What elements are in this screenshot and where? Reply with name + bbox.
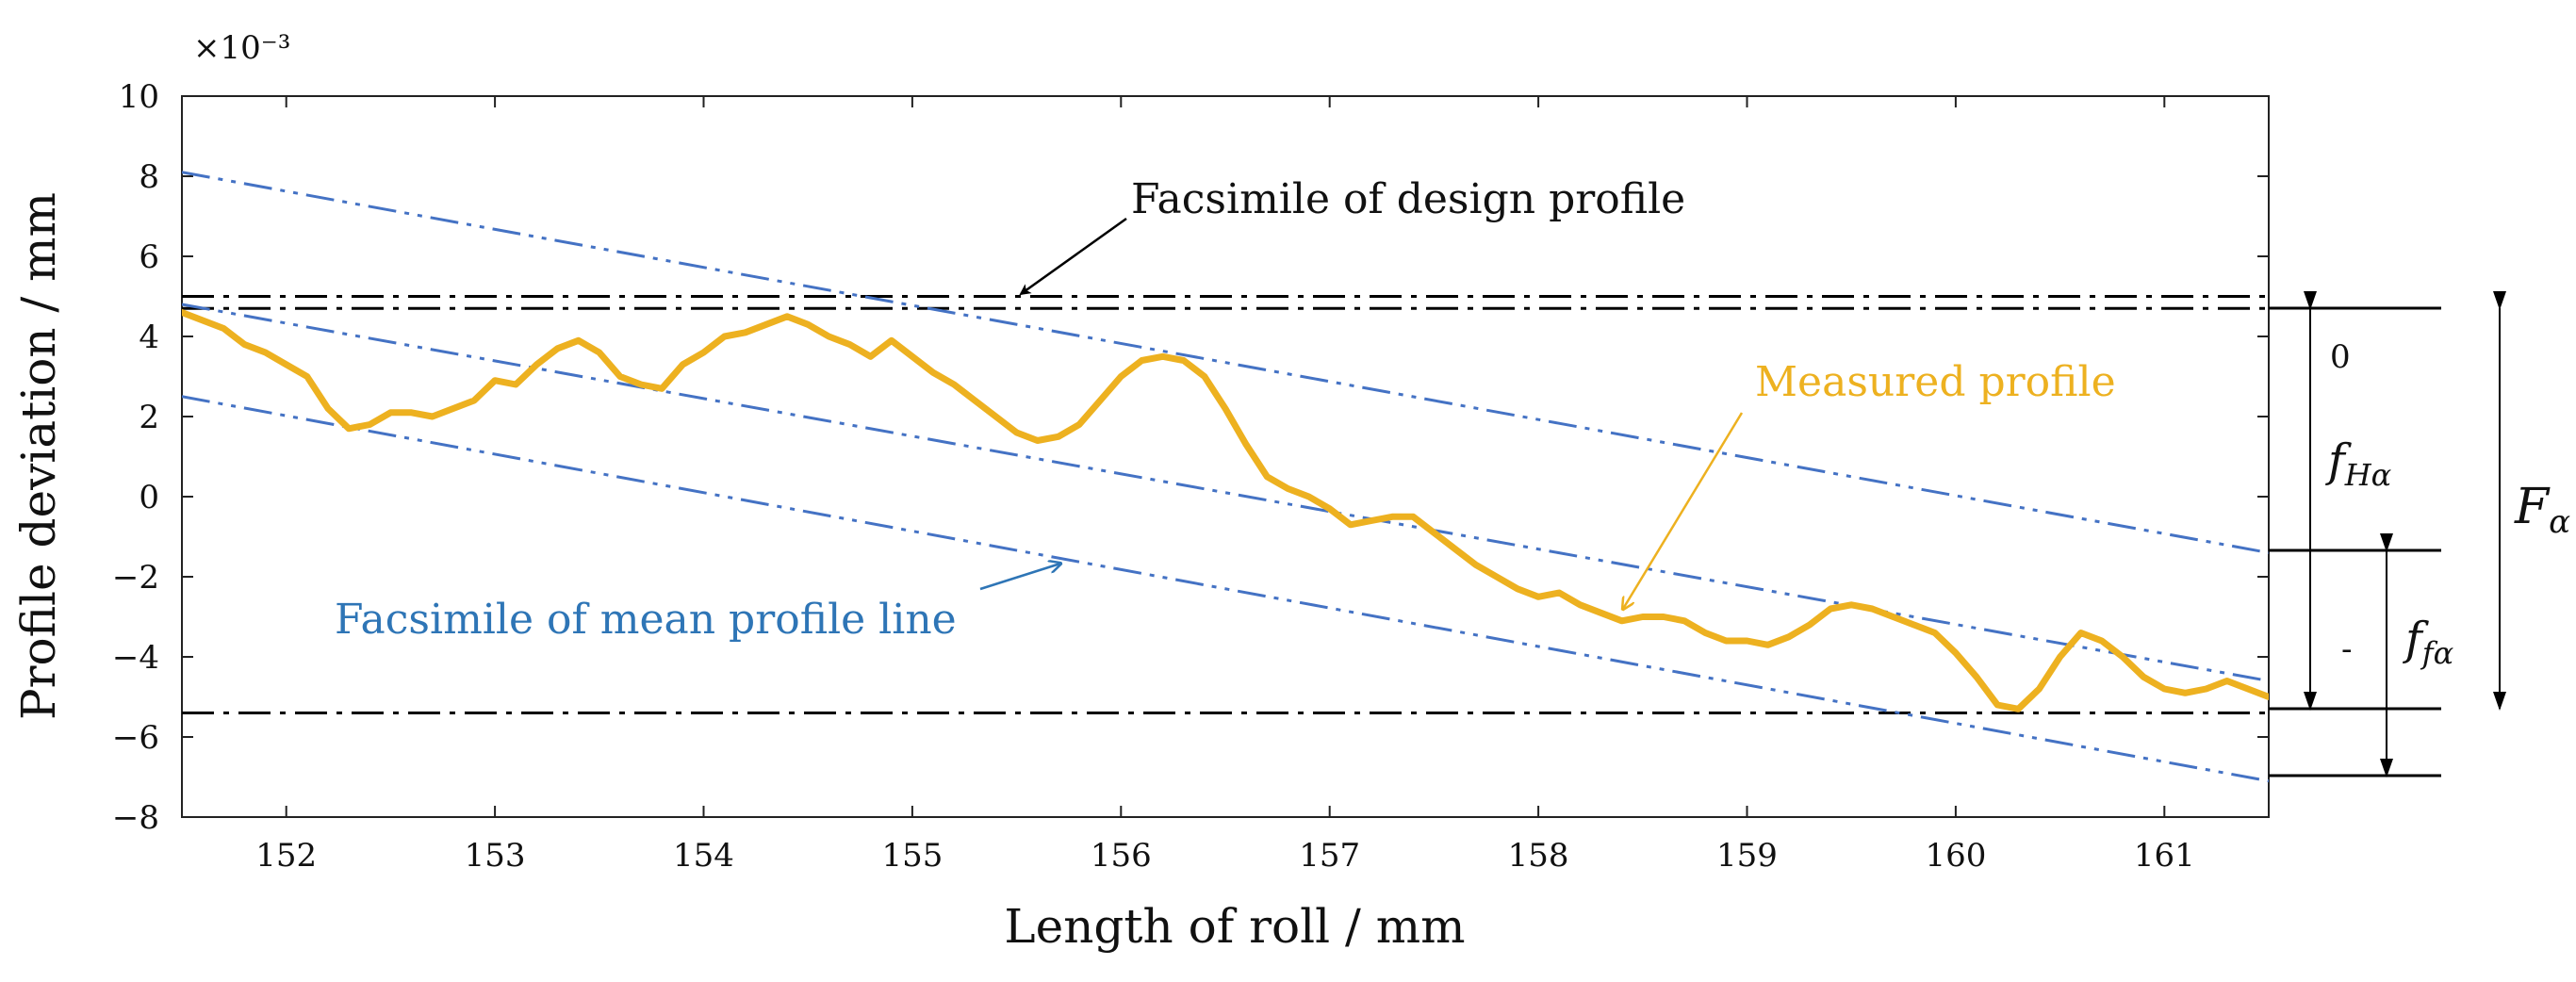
design-profile-label: Facsimile of design profile (1131, 175, 1685, 223)
x-tick-label: 158 (1508, 837, 1569, 875)
y-tick-label: −4 (112, 639, 159, 677)
x-axis-title: Length of roll / mm (1004, 899, 1465, 954)
f-h-alpha-symbol: fHα (2325, 434, 2391, 493)
data-layer (182, 171, 2269, 783)
plot-frame (181, 95, 2270, 818)
measured-profile-arrow (1623, 412, 1744, 609)
y-tick-label: 6 (139, 238, 159, 276)
y-tick-label: −2 (112, 559, 159, 597)
y-tick-label: −8 (112, 799, 159, 837)
minus-label: - (2341, 630, 2353, 668)
y-tick-label: 2 (139, 399, 159, 436)
x-tick-label: 154 (673, 837, 734, 875)
dimension-annotations: 0 - fHα ffα Fα (2269, 291, 2570, 777)
y-tick-label: 10 (119, 78, 159, 116)
x-tick-label: 153 (465, 837, 526, 875)
y-axis-title: Profile deviation / mm (11, 192, 66, 720)
mean-profile-line-label: Facsimile of mean profile line (335, 596, 957, 644)
x-tick-label: 156 (1091, 837, 1152, 875)
x-tick-label: 155 (881, 837, 943, 875)
x-tick-label: 160 (1925, 837, 1986, 875)
y-tick-label: −6 (112, 719, 159, 757)
mean-profile-line-lower (182, 395, 2269, 783)
measured-profile-line (182, 309, 2269, 712)
measured-profile-label: Measured profile (1755, 358, 2116, 406)
f-f-alpha-symbol: ffα (2403, 613, 2453, 671)
axis-ticks: 152 153 154 155 156 157 158 159 160 161 −8 −6 −4 −2 0 2… (112, 78, 2269, 875)
x-tick-label: 152 (255, 837, 317, 875)
F-alpha-symbol: Fα (2514, 479, 2570, 541)
x-tick-label: 159 (1716, 837, 1778, 875)
design-profile-arrow (1019, 217, 1127, 296)
zero-label: 0 (2330, 338, 2351, 376)
mean-profile-line-upper (182, 171, 2269, 554)
y-tick-label: 8 (139, 158, 159, 196)
y-tick-label: 4 (139, 319, 159, 356)
y-multiplier: ×10⁻³ (193, 29, 290, 67)
x-tick-label: 161 (2134, 837, 2195, 875)
x-tick-label: 157 (1299, 837, 1360, 875)
mean-profile-line-arrow (979, 564, 1060, 591)
y-tick-label: 0 (139, 479, 159, 516)
